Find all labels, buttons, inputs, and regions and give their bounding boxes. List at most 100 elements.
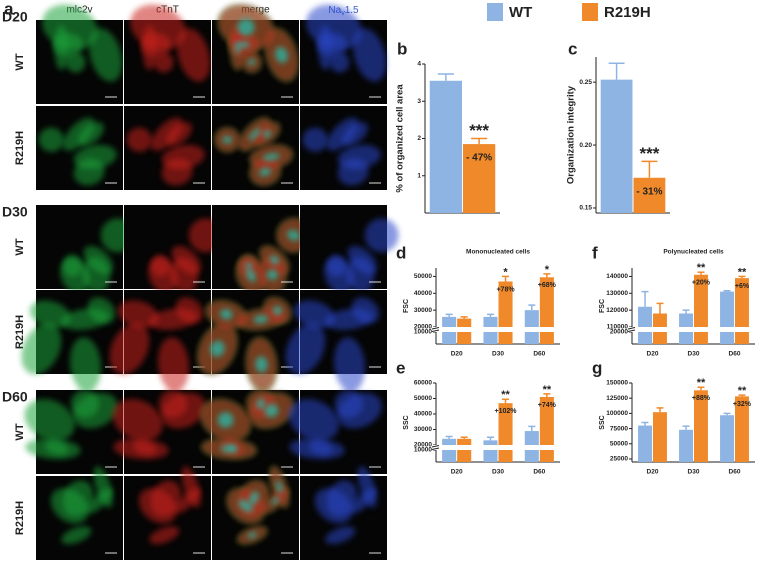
- cell-signal: [248, 127, 261, 141]
- y-tick-label: 20000: [414, 324, 432, 331]
- cell-signal: [347, 245, 378, 275]
- bar: [720, 291, 734, 344]
- cell-signal: [364, 218, 399, 253]
- bar: [463, 144, 496, 213]
- significance-stars: **: [543, 384, 552, 396]
- panel-letter: g: [592, 358, 602, 377]
- cell-signal: [174, 488, 201, 514]
- cell-signal: [244, 262, 253, 269]
- cell-signal: [237, 41, 250, 49]
- cell-signal: [337, 158, 369, 186]
- y-tick-label: 120000: [606, 307, 628, 314]
- cell-signal: [153, 51, 174, 73]
- legend-swatch: [582, 3, 598, 21]
- cell-signal: [275, 480, 283, 494]
- percent-label: +78%: [496, 286, 515, 293]
- y-tick-label: 130000: [606, 290, 628, 297]
- x-tick-label: D20: [451, 469, 463, 476]
- cell-signal: [138, 488, 177, 524]
- y-axis-label: % of organized cell area: [395, 84, 406, 193]
- cell-signal: [158, 390, 187, 418]
- group-label: D60: [2, 389, 28, 405]
- cell-signal: [325, 526, 356, 545]
- cell-signal: [266, 269, 278, 281]
- cell-signal: [217, 412, 234, 428]
- significance-stars: **: [501, 389, 510, 401]
- y-axis-label: SSC: [599, 415, 606, 429]
- y-tick-label: 40000: [414, 411, 432, 418]
- break-mark: [627, 327, 636, 330]
- cell-signal: [306, 4, 362, 50]
- percent-label: +88%: [692, 395, 711, 402]
- cell-signal: [133, 440, 157, 455]
- axis-break: [432, 327, 561, 332]
- y-tick-label: 2: [417, 135, 421, 142]
- significance-stars: **: [738, 266, 747, 278]
- y-tick-label: 10000: [414, 447, 432, 454]
- cell-signal: [259, 167, 272, 177]
- percent-label: +20%: [692, 280, 711, 287]
- x-tick-label: D20: [451, 351, 463, 358]
- row-label: WT: [14, 53, 26, 70]
- row-label: R219H: [14, 315, 26, 349]
- legend-label: R219H: [604, 4, 651, 21]
- x-tick-label: D30: [492, 469, 504, 476]
- cell-signal: [222, 136, 233, 144]
- percent-label: +74%: [538, 402, 557, 409]
- cell-signal: [176, 28, 211, 82]
- column-header-part: 1.5: [345, 5, 359, 16]
- significance-stars: *: [545, 264, 550, 276]
- cell-signal: [329, 51, 350, 73]
- y-tick-label: 1: [417, 172, 421, 179]
- axis-break: [628, 327, 756, 332]
- cell-signal: [255, 356, 268, 373]
- bar: [638, 425, 652, 462]
- cell-signal: [288, 398, 339, 441]
- cell-signal: [109, 323, 150, 375]
- cell-signal: [302, 127, 328, 152]
- cell-signal: [314, 488, 353, 524]
- percent-label: +68%: [538, 282, 557, 289]
- y-axis-label: FSC: [599, 299, 606, 313]
- break-mark: [431, 447, 440, 450]
- bar: [653, 412, 667, 462]
- cell-signal: [247, 58, 256, 66]
- cell-signal: [161, 158, 193, 186]
- cell-signal: [148, 257, 178, 293]
- chart-title: Mononucleated cells: [466, 249, 530, 256]
- y-tick-label: 0.15: [579, 205, 592, 212]
- cell-signal: [352, 28, 387, 82]
- cell-signal: [269, 255, 280, 265]
- cell-signal: [287, 229, 301, 241]
- cell-signal: [86, 488, 113, 514]
- cell-signal: [42, 4, 98, 50]
- bar: [679, 429, 693, 462]
- percent-label: +32%: [733, 401, 752, 408]
- y-axis-label: Organization integrity: [566, 85, 577, 184]
- y-tick-label: 10000: [414, 329, 432, 336]
- panel-letter: e: [396, 358, 405, 377]
- x-tick-label: D20: [647, 469, 659, 476]
- cell-signal: [69, 337, 102, 392]
- y-tick-label: 75000: [610, 425, 628, 432]
- cell-signal: [149, 526, 180, 545]
- bar: [720, 415, 734, 462]
- percent-label: - 31%: [636, 186, 662, 197]
- y-tick-label: 110000: [607, 324, 629, 331]
- cell-signal: [73, 158, 105, 186]
- significance-stars: **: [697, 262, 706, 274]
- x-tick-label: D60: [533, 351, 545, 358]
- cell-signal: [210, 340, 225, 357]
- cell-signal: [293, 300, 335, 329]
- group-label: D30: [2, 204, 28, 220]
- cell-signal: [229, 445, 237, 451]
- percent-label: - 47%: [466, 153, 492, 164]
- y-tick-label: 4: [417, 61, 421, 68]
- percent-label: +102%: [495, 408, 518, 415]
- y-axis-label: FSC: [403, 299, 410, 313]
- y-tick-label: 100000: [606, 410, 628, 417]
- axis-break: [432, 445, 561, 450]
- y-tick-label: 50000: [414, 273, 432, 280]
- significance-stars: ***: [639, 144, 659, 163]
- cell-signal: [264, 403, 279, 418]
